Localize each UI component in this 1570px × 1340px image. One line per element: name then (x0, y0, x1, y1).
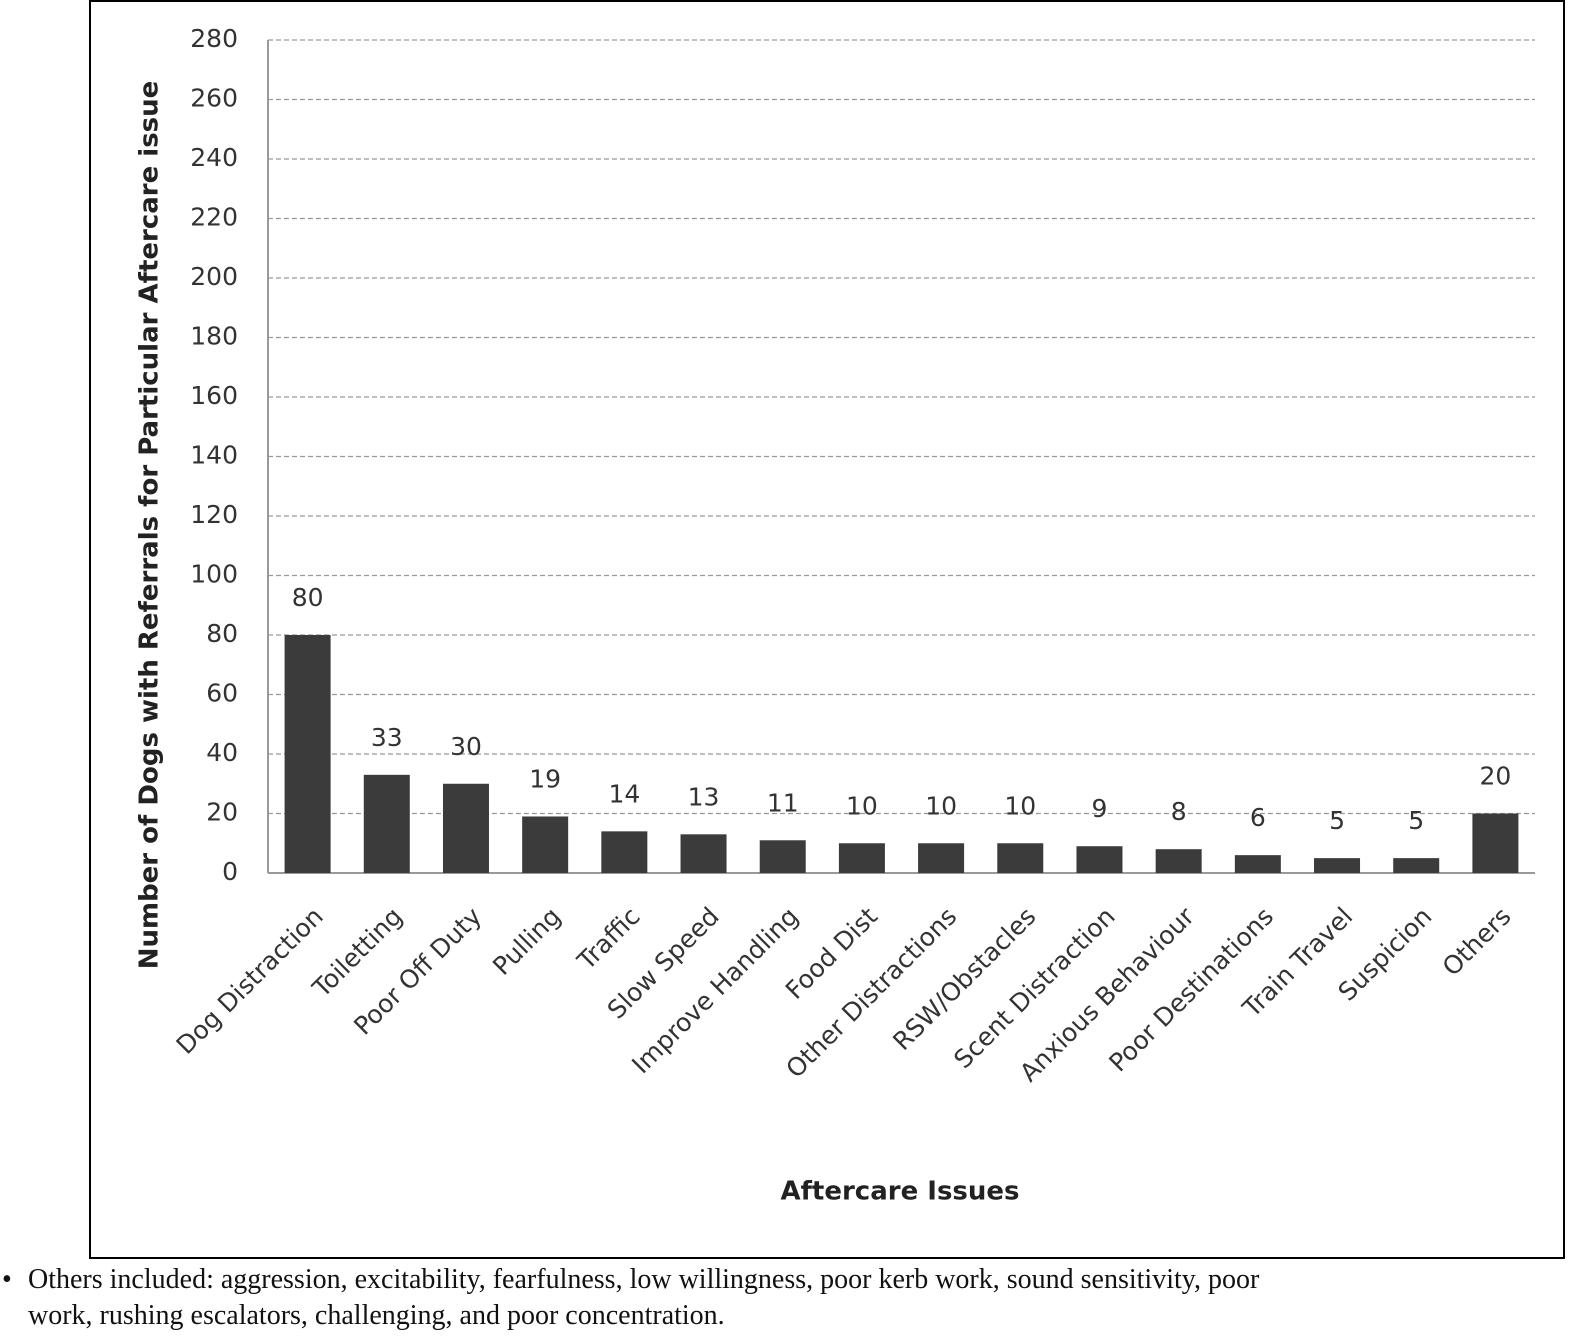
value-label: 14 (608, 779, 640, 808)
value-label: 8 (1171, 797, 1187, 826)
y-tick-label: 0 (222, 857, 238, 886)
bar (363, 774, 410, 873)
bar (1076, 846, 1123, 873)
bar (997, 843, 1044, 873)
value-label: 9 (1092, 794, 1108, 823)
value-label: 11 (767, 788, 799, 817)
value-label: 20 (1480, 762, 1512, 791)
y-tick-label: 180 (190, 322, 238, 351)
bar (1393, 858, 1440, 873)
bar (1234, 855, 1281, 873)
footnote-list: Others included: aggression, excitabilit… (0, 1262, 1318, 1334)
value-label: 5 (1329, 806, 1345, 835)
value-label: 13 (688, 782, 720, 811)
value-label: 19 (529, 764, 561, 793)
bar (680, 834, 727, 873)
value-label: 10 (1004, 791, 1036, 820)
value-label: 30 (450, 732, 482, 761)
y-tick-label: 60 (206, 679, 238, 708)
value-label: 80 (292, 583, 324, 612)
bar (522, 816, 569, 873)
y-tick-label: 240 (190, 143, 238, 172)
x-tick-label: Traffic (571, 902, 645, 976)
bar (1155, 849, 1202, 873)
chart: Number of Dogs with Referrals for Partic… (89, 0, 1565, 1259)
y-tick-label: 140 (190, 441, 238, 470)
footnote: Others included: aggression, excitabilit… (2, 1262, 1318, 1334)
value-label: 33 (371, 723, 403, 752)
bar (838, 843, 885, 873)
x-tick-label: RSW/Obstacles (887, 902, 1041, 1056)
y-tick-label: 40 (206, 738, 238, 767)
chart-frame (89, 0, 1565, 1259)
value-label: 5 (1408, 806, 1424, 835)
value-label: 10 (846, 791, 878, 820)
y-tick-label: 280 (190, 24, 238, 53)
bar (1314, 858, 1361, 873)
x-tick-label: Pulling (487, 902, 566, 981)
bar (442, 783, 489, 873)
y-tick-label: 80 (206, 619, 238, 648)
bar (1472, 813, 1519, 873)
y-tick-label: 100 (190, 560, 238, 589)
value-label: 6 (1250, 803, 1266, 832)
bar (601, 831, 648, 873)
y-tick-label: 200 (190, 262, 238, 291)
value-label: 10 (925, 791, 957, 820)
bar (284, 635, 331, 873)
x-tick-label: Dog Distraction (171, 902, 329, 1060)
bar (918, 843, 965, 873)
y-tick-label: 160 (190, 381, 238, 410)
bar (759, 840, 806, 873)
x-axis-title: Aftercare Issues (780, 1177, 1019, 1207)
y-tick-label: 20 (206, 798, 238, 827)
x-tick-label: Others (1437, 902, 1517, 982)
y-axis-title: Number of Dogs with Referrals for Partic… (135, 81, 165, 970)
y-tick-label: 260 (190, 84, 238, 113)
y-tick-label: 220 (190, 203, 238, 232)
y-tick-label: 120 (190, 500, 238, 529)
